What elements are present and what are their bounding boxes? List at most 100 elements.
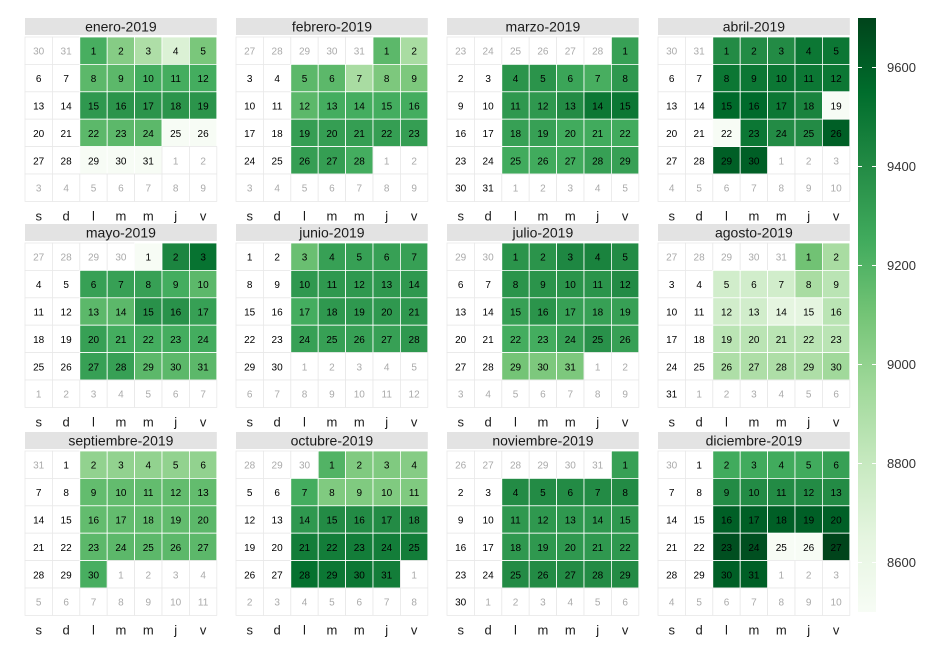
weekday-label: l [303,414,306,429]
weekday-label: j [173,414,177,429]
day-cell [134,146,163,175]
day-number: 9 [411,184,417,195]
day-cell [52,64,81,93]
weekday-label: d [273,622,280,637]
day-cell [161,146,190,175]
day-cell [556,324,585,354]
day-cell [24,505,53,534]
weekday-label: v [833,622,840,637]
day-number: 18 [409,516,421,527]
day-number: 27 [33,253,45,264]
day-cell [134,352,163,381]
day-number: 9 [622,390,628,401]
day-number: 11 [143,488,154,499]
day-number: 31 [143,156,155,167]
day-number: 20 [666,129,678,140]
day-number: 29 [455,253,467,264]
weekday-label: m [537,208,548,223]
day-number: 2 [806,570,812,581]
day-cell [399,324,429,354]
day-number: 25 [803,129,815,140]
day-number: 20 [198,516,210,527]
day-number: 31 [565,362,577,373]
day-cell [739,532,769,562]
day-number: 27 [483,461,495,472]
day-number: 26 [537,47,549,58]
day-number: 28 [299,570,311,581]
day-number: 30 [115,156,127,167]
day-cell [235,297,264,326]
day-cell [106,146,135,175]
day-number: 2 [247,598,253,609]
day-cell [712,587,741,616]
day-cell [556,173,585,202]
weekday-label: l [514,414,517,429]
day-number: 22 [620,543,632,554]
day-number: 11 [198,598,209,609]
day-number: 19 [831,102,843,113]
day-cell [739,352,769,381]
day-number: 11 [510,516,521,527]
day-cell [235,91,264,120]
day-cell [134,587,163,616]
month-title-strip [447,18,639,35]
day-number: 20 [565,543,577,554]
month-title: septiembre-2019 [68,433,173,449]
day-cell [317,64,347,93]
day-cell [657,91,686,120]
day-cell [106,532,135,562]
day-number: 4 [696,280,702,291]
day-number: 25 [170,129,182,140]
day-number: 8 [779,598,785,609]
day-number: 23 [537,335,549,346]
day-number: 7 [118,280,124,291]
day-number: 2 [274,253,280,264]
day-cell [188,352,218,381]
day-cell [235,242,264,271]
day-cell [262,352,292,381]
day-number: 8 [118,598,124,609]
weekday-label: d [273,208,280,223]
day-cell [372,269,401,299]
weekday-label: s [457,208,464,223]
day-number: 24 [198,335,210,346]
day-number: 31 [776,253,788,264]
day-number: 23 [455,156,467,167]
day-number: 31 [198,362,210,373]
day-number: 10 [170,598,182,609]
day-number: 10 [831,598,843,609]
day-number: 15 [694,516,706,527]
day-number: 5 [833,47,839,58]
day-number: 2 [146,570,152,581]
day-number: 29 [143,362,155,373]
weekday-label: m [354,414,365,429]
day-number: 9 [91,488,97,499]
day-number: 13 [666,102,678,113]
day-number: 23 [748,129,760,140]
day-number: 2 [458,74,464,85]
day-number: 25 [33,362,45,373]
day-number: 1 [513,184,519,195]
day-cell [501,146,530,175]
day-number: 7 [779,280,785,291]
day-number: 29 [721,253,733,264]
weekday-label: v [622,622,629,637]
day-cell [262,532,292,562]
month-title-strip [236,18,428,35]
day-cell [657,379,686,408]
day-cell [372,173,401,202]
day-cell [501,450,530,479]
day-number: 2 [329,362,335,373]
day-number: 20 [565,129,577,140]
day-cell [611,477,640,507]
day-number: 19 [170,516,182,527]
weekday-label: j [173,622,177,637]
day-cell [134,532,163,562]
day-number: 5 [173,461,179,472]
day-number: 1 [63,461,69,472]
day-cell [52,560,81,589]
day-number: 11 [593,280,604,291]
day-number: 1 [146,253,152,264]
